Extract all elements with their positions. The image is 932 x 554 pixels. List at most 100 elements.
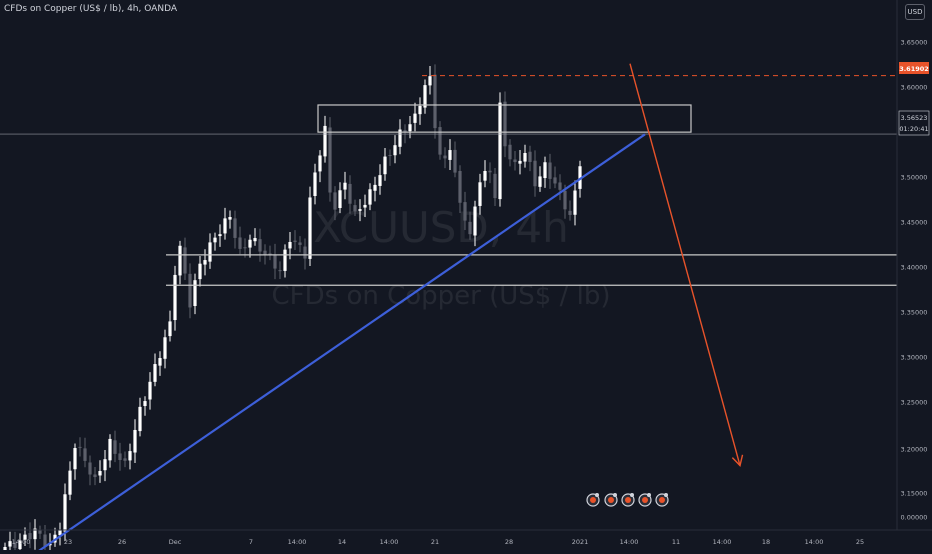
- candle-body: [568, 210, 572, 215]
- candle-body: [43, 534, 47, 547]
- candle-body: [458, 170, 462, 203]
- candle-body: [453, 149, 457, 173]
- candle-body: [258, 239, 262, 252]
- candle-body: [363, 204, 367, 208]
- candle-body: [448, 150, 452, 160]
- candle-body: [378, 175, 382, 186]
- candle-body: [33, 528, 37, 540]
- time-axis[interactable]: 14:00 23 26 Dec 7 14:00 14 14:00 21 28 2021 14:00 11…: [12, 538, 865, 546]
- uptrend-line[interactable]: [5, 133, 646, 554]
- candle-body: [498, 102, 502, 200]
- candle-body: [128, 451, 132, 461]
- candle-body: [483, 170, 487, 181]
- price-tick-label: 3.45000: [901, 219, 928, 227]
- candle-body: [478, 182, 482, 206]
- candle-body: [228, 217, 232, 220]
- candle-body: [463, 202, 467, 221]
- time-tick-label: 26: [118, 538, 126, 546]
- candle-body: [213, 237, 217, 243]
- candle-body: [93, 474, 97, 478]
- candle-body: [48, 543, 52, 546]
- candle-body: [528, 151, 532, 163]
- candle-body: [413, 113, 417, 123]
- events-row[interactable]: [586, 493, 669, 507]
- candle-body: [398, 129, 402, 147]
- candle-body: [23, 534, 27, 540]
- candle-body: [158, 358, 162, 366]
- candle-body: [293, 240, 297, 242]
- price-axis[interactable]: 3.650003.600003.550003.500003.450003.400…: [901, 39, 928, 522]
- candle-body: [408, 124, 412, 132]
- candle-body: [393, 145, 397, 156]
- candle-body: [193, 280, 197, 307]
- candle-body: [523, 153, 527, 162]
- title-exchange: OANDA: [144, 4, 177, 14]
- time-tick-label: 28: [505, 538, 513, 546]
- time-tick-label: 14: [338, 538, 346, 546]
- candle-body: [103, 459, 107, 471]
- candle-body: [368, 189, 372, 205]
- candle-body: [373, 184, 377, 191]
- candle-body: [533, 160, 537, 187]
- candle-body: [298, 242, 302, 245]
- candle-body: [98, 471, 102, 476]
- candle-body: [573, 190, 577, 215]
- event-flag-2-icon[interactable]: [604, 493, 618, 507]
- candle-body: [358, 209, 362, 211]
- candle-body: [288, 241, 292, 249]
- candle-body: [338, 190, 342, 209]
- watermark-description: CFDs on Copper (US$ / lb): [272, 281, 611, 311]
- candle-body: [28, 533, 32, 540]
- currency-button[interactable]: USD: [905, 4, 925, 20]
- candle-body: [283, 249, 287, 271]
- event-flag-1-icon[interactable]: [586, 493, 600, 507]
- event-flag-4-icon[interactable]: [638, 493, 652, 507]
- time-tick-label: 14:00: [12, 538, 31, 546]
- time-tick-label: 21: [431, 538, 439, 546]
- resistance-box[interactable]: [317, 104, 692, 133]
- candle-body: [543, 162, 547, 179]
- time-tick-label: 23: [64, 538, 72, 546]
- candle-body: [123, 458, 127, 461]
- candle-body: [168, 321, 172, 337]
- candle-body: [148, 381, 152, 400]
- candle-body: [558, 182, 562, 190]
- candle-body: [73, 448, 77, 470]
- candle-body: [278, 270, 282, 272]
- last-price-label: 3.56523: [901, 114, 928, 122]
- price-tick-label: 0.00000: [901, 514, 928, 522]
- candle-body: [328, 127, 332, 193]
- high-price-label: 3.61902: [899, 65, 929, 73]
- candle-body: [308, 197, 312, 259]
- high-price-label-bg: [899, 62, 929, 74]
- watermark-symbol: XCUUSD, 4h: [313, 203, 569, 252]
- candle-body: [143, 401, 147, 407]
- candle-body: [118, 453, 122, 461]
- candle-body: [433, 74, 437, 129]
- candle-body: [68, 470, 72, 495]
- candle-body: [113, 440, 117, 454]
- bearish-projection-arrow[interactable]: [629, 63, 741, 466]
- candle-body: [428, 76, 432, 86]
- arrow-head-icon: [731, 454, 744, 467]
- candle-body: [188, 273, 192, 308]
- time-tick-label: 2021: [572, 538, 589, 546]
- event-flag-5-icon[interactable]: [655, 493, 669, 507]
- candle-body: [203, 260, 207, 265]
- candle-body: [218, 234, 222, 237]
- candle-body: [3, 546, 7, 552]
- candle-body: [333, 192, 337, 210]
- candle-body: [563, 190, 567, 210]
- candle-body: [388, 155, 392, 157]
- candle-body: [343, 182, 347, 190]
- event-flag-3-icon[interactable]: [621, 493, 635, 507]
- candle-body: [403, 130, 407, 133]
- candle-body: [133, 429, 137, 453]
- price-tick-label: 3.65000: [901, 39, 928, 47]
- candle-body: [578, 166, 582, 189]
- time-tick-label: 14:00: [288, 538, 307, 546]
- candle-body: [418, 105, 422, 115]
- candle-body: [78, 446, 82, 448]
